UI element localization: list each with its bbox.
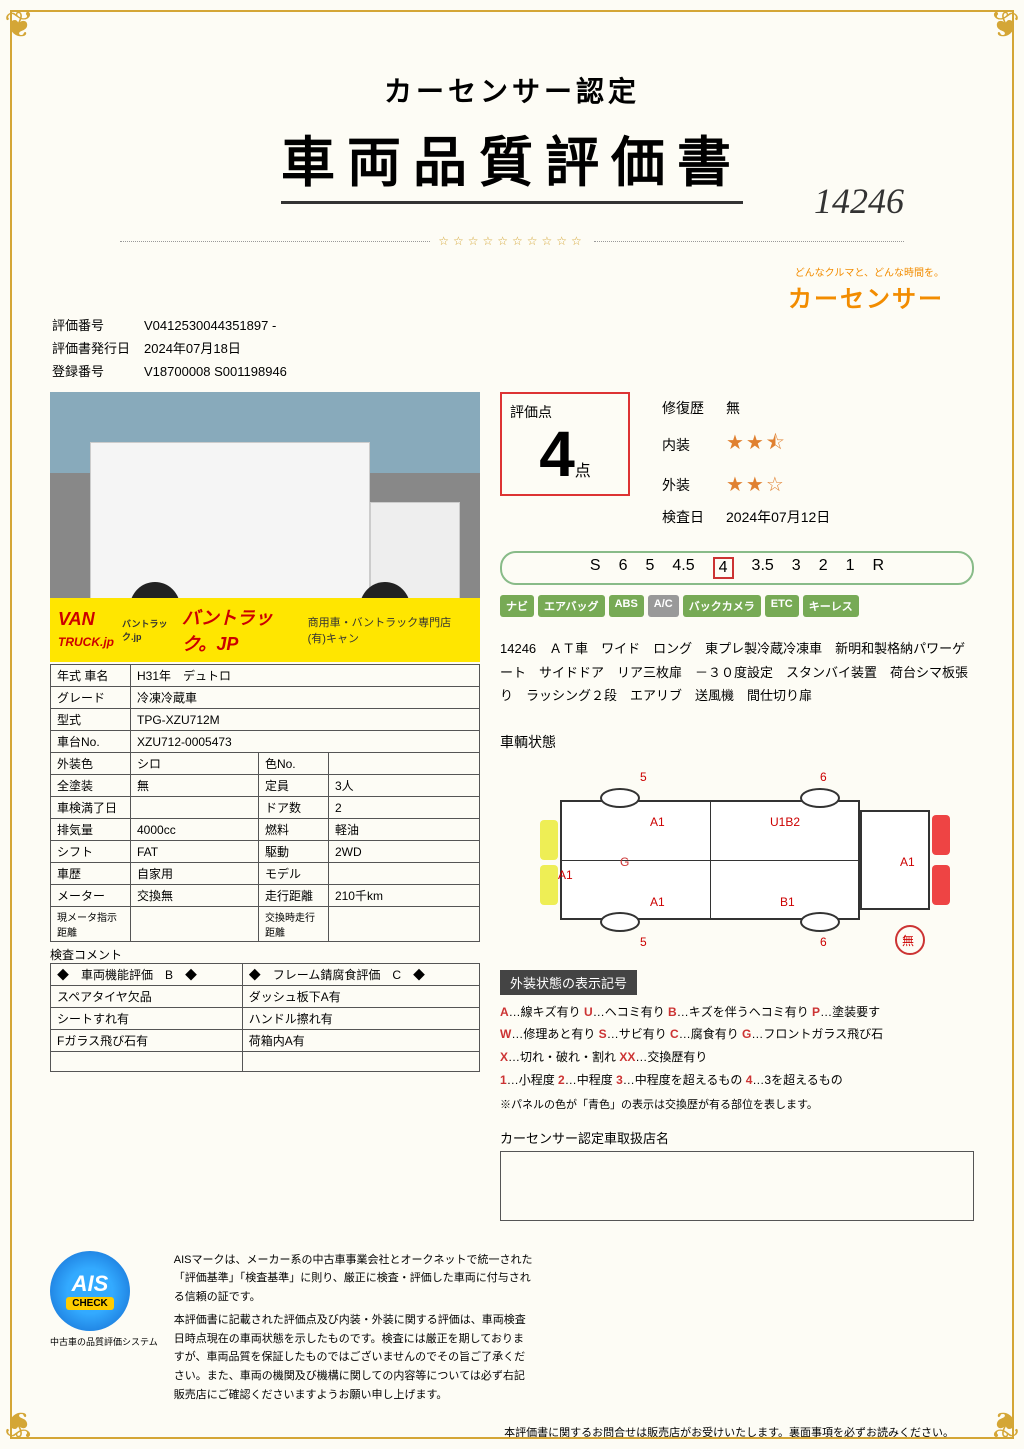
comment-table: ◆ 車両機能評価 B ◆◆ フレーム錆腐食評価 C ◆ スペアタイヤ欠品ダッシュ… xyxy=(50,963,480,1072)
handwritten-number: 14246 xyxy=(814,180,904,222)
corner-ornament: ❦ xyxy=(4,4,44,44)
brand-logo: カーセンサー xyxy=(50,279,944,314)
corner-ornament: ❦ xyxy=(4,1405,44,1445)
score-details: 修復歴無 内装★★⯪ 外装★★☆ 検査日2024年07月12日 xyxy=(650,392,842,533)
legend-header: 外装状態の表示記号 xyxy=(500,970,637,995)
ais-badge: AIS CHECK xyxy=(50,1251,130,1331)
corner-ornament: ❦ xyxy=(980,4,1020,44)
dealer-label: カーセンサー認定車取扱店名 xyxy=(500,1128,974,1147)
diagram-title: 車輌状態 xyxy=(500,732,974,752)
divider: ☆☆☆☆☆☆☆☆☆☆ xyxy=(50,234,974,248)
comment-header: 検査コメント xyxy=(50,946,480,963)
feature-badges: ナビエアバッグABSA/CバックカメラETCキーレス xyxy=(500,595,974,617)
vehicle-photo: VANTRUCK.jp バントラック.jp バントラック。JP 商用車・バントラ… xyxy=(50,392,480,662)
evaluation-meta: 評価番号V0412530044351897 - 評価書発行日2024年07月18… xyxy=(50,314,289,384)
vehicle-diagram: 5 6 A1 U1B2 G A1 A1 A1 B1 5 6 無 xyxy=(500,760,940,960)
legend-body: A…線キズ有り U…ヘコミ有り B…キズを伴うヘコミ有り P…塗装要す W…修理… xyxy=(500,1001,974,1092)
legend-note: ※パネルの色が「青色」の表示は交換歴が有る部位を表します。 xyxy=(500,1096,974,1112)
vehicle-description: 14246 ＡＴ車 ワイド ロング 東プレ製冷蔵冷凍車 新明和製格納パワーゲート… xyxy=(500,637,974,707)
footer-disclaimer: AISマークは、メーカー系の中古車事業会社とオークネットで統一された「評価基準」… xyxy=(174,1251,534,1405)
ais-caption: 中古車の品質評価システム xyxy=(50,1335,158,1348)
corner-ornament: ❦ xyxy=(980,1405,1020,1445)
spec-table: 年式 車名H31年 デュトロ グレード冷凍冷蔵車 型式TPG-XZU712M 車… xyxy=(50,664,480,942)
document-title: 車両品質評価書 xyxy=(281,118,743,204)
logo-tagline: どんなクルマと、どんな時間を。 xyxy=(50,264,944,279)
bottom-note: 本評価書に関するお問合せは販売店がお受けいたします。裏面事項を必ずお読みください… xyxy=(50,1424,974,1440)
score-badge: 評価点 4点 xyxy=(500,392,630,496)
score-scale: S654.543.5321R xyxy=(500,551,974,585)
certification-subtitle: カーセンサー認定 xyxy=(50,70,974,110)
dealer-box xyxy=(500,1151,974,1221)
photo-banner: VANTRUCK.jp バントラック.jp バントラック。JP 商用車・バントラ… xyxy=(50,598,480,662)
